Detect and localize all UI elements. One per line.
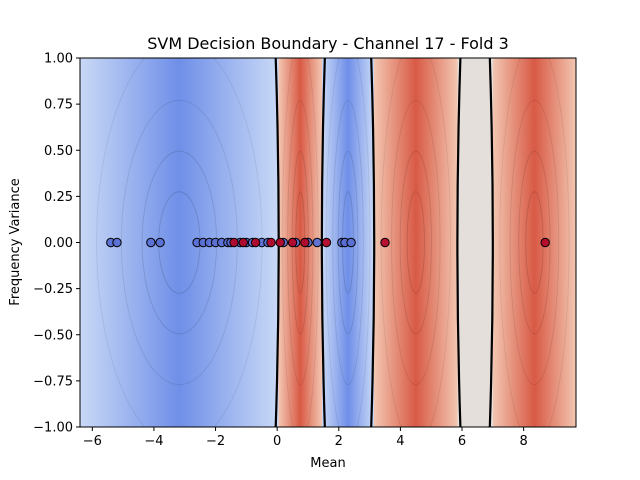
data-point xyxy=(250,237,261,248)
y-tick-label: −0.75 xyxy=(33,374,73,389)
contour-ring xyxy=(332,99,364,386)
y-tick-label: 1.00 xyxy=(44,52,73,67)
data-point xyxy=(380,237,390,248)
x-tick-label: −4 xyxy=(144,434,163,449)
data-point xyxy=(346,237,356,248)
contour-ring xyxy=(406,191,425,294)
y-axis-label: Frequency Variance xyxy=(8,178,23,305)
contour-ring xyxy=(518,150,551,335)
y-tick-label: 0.75 xyxy=(44,98,73,113)
chart-title: SVM Decision Boundary - Channel 17 - Fol… xyxy=(147,34,509,53)
y-axis: −1.00 −0.75 −0.50 −0.25 0.00 0.25 0.50 0.75 1.00 xyxy=(33,52,80,436)
x-tick-label: 6 xyxy=(458,434,466,449)
data-point xyxy=(155,237,165,248)
y-tick-label: −0.50 xyxy=(33,328,73,343)
data-point xyxy=(540,237,550,248)
decision-boundary-line xyxy=(488,58,494,427)
y-tick-label: 0.25 xyxy=(44,190,73,205)
data-point xyxy=(287,237,298,248)
x-tick-label: 2 xyxy=(335,434,343,449)
data-point xyxy=(229,237,239,248)
x-axis-label: Mean xyxy=(310,456,345,471)
data-point xyxy=(321,237,332,248)
y-tick-label: 0.00 xyxy=(44,236,73,251)
y-tick-label: 0.50 xyxy=(44,144,73,159)
contour-ring xyxy=(509,99,560,386)
x-tick-label: 4 xyxy=(396,434,404,449)
x-tick-label: 0 xyxy=(273,434,281,449)
data-point xyxy=(146,237,156,248)
data-point xyxy=(266,237,276,248)
contour-ring xyxy=(499,58,570,427)
x-tick-label: −6 xyxy=(83,434,102,449)
plot-area xyxy=(80,58,576,427)
x-tick-label: −2 xyxy=(206,434,225,449)
decision-boundary-line xyxy=(456,58,462,427)
contour-ring xyxy=(399,150,432,335)
contour-ring xyxy=(391,99,441,386)
data-point xyxy=(312,237,322,248)
data-point xyxy=(300,237,310,248)
data-points xyxy=(106,237,550,248)
y-tick-label: −0.25 xyxy=(33,282,73,297)
data-point xyxy=(112,237,122,248)
y-tick-label: −1.00 xyxy=(33,421,73,436)
data-point xyxy=(275,237,285,248)
data-point xyxy=(238,237,248,248)
x-axis: −6 −4 −2 0 2 4 6 8 xyxy=(83,427,528,449)
x-tick-label: 8 xyxy=(519,434,527,449)
decision-boundary-line xyxy=(370,58,376,427)
